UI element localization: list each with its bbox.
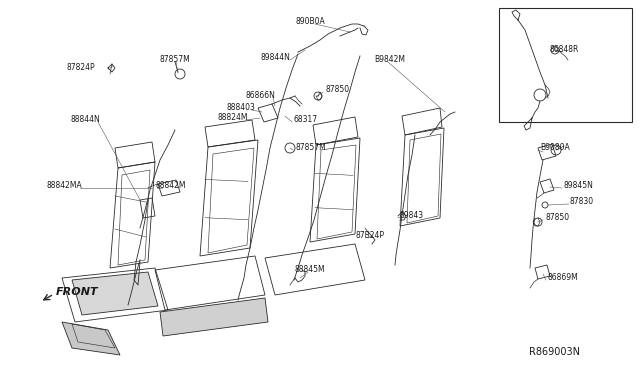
Text: 87824P: 87824P	[67, 64, 95, 73]
Polygon shape	[160, 298, 268, 336]
Text: 88824M: 88824M	[218, 113, 248, 122]
Text: 87B24P: 87B24P	[355, 231, 385, 241]
Text: 87857M: 87857M	[159, 55, 190, 64]
Text: 87850: 87850	[545, 214, 569, 222]
Text: 890B0A: 890B0A	[295, 17, 325, 26]
Text: 86869M: 86869M	[548, 273, 579, 282]
Text: B9842M: B9842M	[374, 55, 406, 64]
Text: 88842MA: 88842MA	[46, 182, 82, 190]
Text: 89843: 89843	[400, 212, 424, 221]
Text: 68317: 68317	[293, 115, 317, 125]
Text: 87857M: 87857M	[295, 144, 326, 153]
Text: 86848R: 86848R	[549, 45, 579, 55]
Text: 87830: 87830	[570, 198, 594, 206]
Text: 87850: 87850	[325, 86, 349, 94]
Text: 86866N: 86866N	[245, 92, 275, 100]
Text: FRONT: FRONT	[56, 287, 99, 297]
Polygon shape	[62, 322, 120, 355]
Text: 88845M: 88845M	[294, 266, 325, 275]
Text: B9080A: B9080A	[540, 144, 570, 153]
Polygon shape	[72, 272, 158, 315]
Text: 89845N: 89845N	[564, 182, 594, 190]
Text: 88844N: 88844N	[70, 115, 100, 125]
Bar	[499, 8, 632, 122]
Text: R869003N: R869003N	[529, 347, 580, 357]
Text: 88842M: 88842M	[155, 182, 186, 190]
Text: 888403: 888403	[226, 103, 255, 112]
Text: 89844N: 89844N	[260, 54, 290, 62]
